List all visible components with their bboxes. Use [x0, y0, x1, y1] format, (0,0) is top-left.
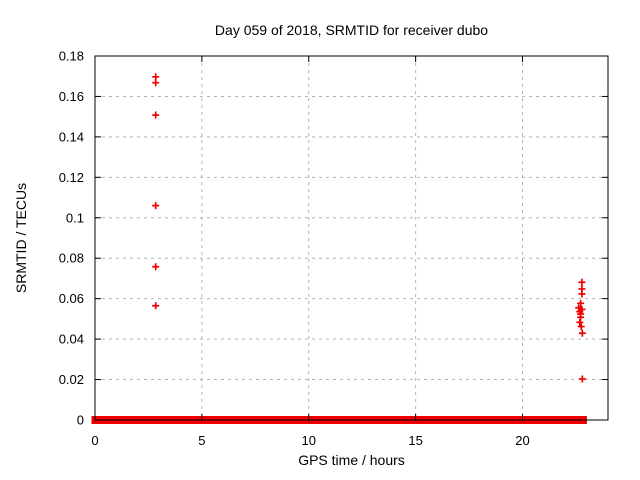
- data-point-plus: [578, 329, 586, 337]
- x-tick-label: 20: [515, 433, 529, 448]
- data-point-plus: [152, 73, 160, 81]
- y-tick-label: 0: [77, 413, 84, 428]
- data-point-plus: [577, 299, 585, 307]
- x-tick-label: 10: [302, 433, 316, 448]
- y-tick-label: 0.06: [59, 291, 84, 306]
- x-tick-label: 5: [198, 433, 205, 448]
- data-point-plus: [152, 202, 160, 210]
- y-tick-label: 0.1: [66, 210, 84, 225]
- data-point-plus: [577, 323, 585, 331]
- y-tick-label: 0.04: [59, 332, 84, 347]
- data-point-plus: [578, 290, 586, 298]
- data-point-plus: [152, 79, 160, 87]
- y-tick-label: 0.02: [59, 372, 84, 387]
- x-tick-label: 15: [408, 433, 422, 448]
- x-axis-label: GPS time / hours: [298, 452, 405, 468]
- data-point-plus: [578, 278, 586, 286]
- y-tick-label: 0.08: [59, 251, 84, 266]
- data-point-plus: [152, 302, 160, 310]
- data-point-plus: [152, 263, 160, 271]
- data-point-plus: [152, 111, 160, 119]
- y-tick-label: 0.18: [59, 49, 84, 64]
- y-tick-label: 0.12: [59, 170, 84, 185]
- data-point-plus: [578, 375, 586, 383]
- chart-title: Day 059 of 2018, SRMTID for receiver dub…: [214, 22, 489, 38]
- y-tick-label: 0.16: [59, 89, 84, 104]
- y-tick-label: 0.14: [59, 129, 84, 144]
- x-tick-label: 0: [91, 433, 98, 448]
- data-point-plus: [576, 318, 584, 326]
- plot-border: [94, 55, 609, 421]
- data-point-plus: [577, 313, 585, 321]
